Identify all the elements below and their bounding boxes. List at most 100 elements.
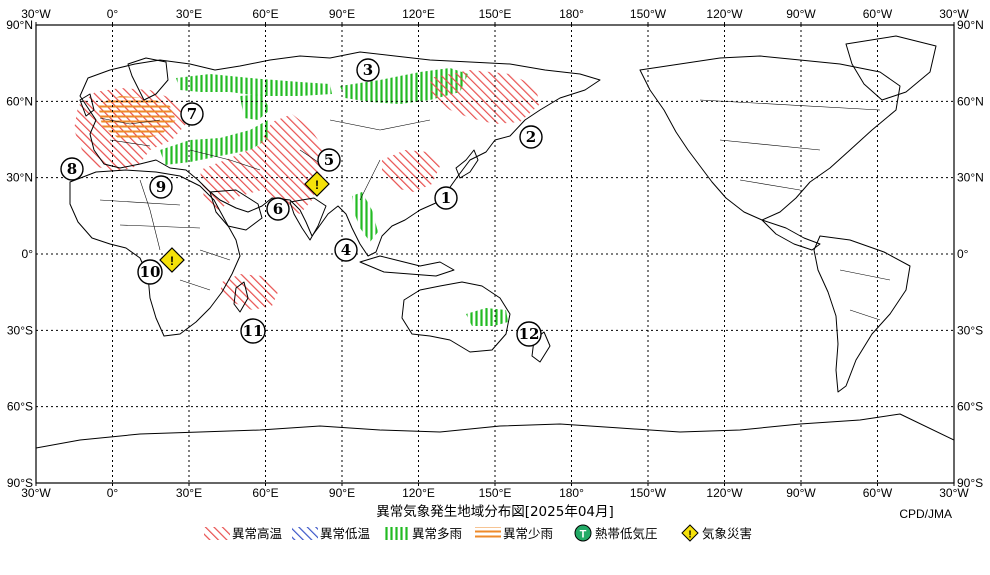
credit-label: CPD/JMA bbox=[899, 507, 952, 521]
svg-text:1: 1 bbox=[441, 189, 451, 207]
lat-tick-label: 60°S bbox=[957, 400, 983, 414]
event-marker: 3 bbox=[356, 58, 380, 82]
lon-tick-label: 120°E bbox=[402, 486, 435, 500]
lat-tick-label: 60°S bbox=[7, 400, 33, 414]
svg-text:10: 10 bbox=[140, 263, 161, 281]
svg-text:異常低温: 異常低温 bbox=[320, 526, 371, 541]
coastline-south-america bbox=[813, 235, 911, 393]
svg-text:気象災害: 気象災害 bbox=[702, 526, 752, 541]
legend-item-dry: 異常少雨 bbox=[475, 526, 553, 541]
disaster-warning-icon: ! bbox=[159, 247, 185, 273]
dry-area-europe bbox=[98, 96, 176, 140]
lon-tick-label: 120°W bbox=[706, 486, 743, 500]
lat-tick-label: 0° bbox=[957, 247, 969, 261]
lat-tick-label: 30°S bbox=[7, 323, 33, 337]
event-marker: 5 bbox=[317, 148, 341, 172]
lat-tick-label: 30°N bbox=[6, 171, 33, 185]
svg-text:7: 7 bbox=[187, 105, 197, 123]
lon-tick-label: 60°E bbox=[252, 7, 278, 21]
svg-text:6: 6 bbox=[273, 200, 283, 218]
lat-tick-label: 90°N bbox=[6, 18, 33, 32]
warm-area-china bbox=[382, 150, 440, 192]
lon-tick-label: 60°W bbox=[863, 7, 893, 21]
legend-item-warm: 異常高温 bbox=[204, 526, 283, 541]
svg-text:異常少雨: 異常少雨 bbox=[503, 526, 553, 541]
wet-area-indochina bbox=[352, 192, 378, 242]
lon-tick-label: 150°E bbox=[479, 7, 512, 21]
warm-area-east-siberia bbox=[430, 70, 540, 124]
coastline-arabia bbox=[209, 189, 263, 231]
event-marker: 2 bbox=[519, 125, 543, 149]
event-marker: 12 bbox=[516, 321, 542, 347]
coastline-north-america bbox=[639, 55, 901, 221]
event-markers: 1 2 3 4 5 6 7 8 9 10 11 12 bbox=[60, 58, 543, 347]
lon-tick-label: 30°W bbox=[939, 7, 969, 21]
map-title: 異常気象発生地域分布図[2025年04月] bbox=[376, 504, 614, 520]
coastline-japan bbox=[455, 149, 479, 179]
warm-area-middle-east bbox=[200, 114, 325, 214]
lat-tick-label: 30°N bbox=[957, 171, 984, 185]
svg-text:9: 9 bbox=[156, 178, 166, 196]
event-marker: 7 bbox=[180, 102, 204, 126]
wet-area-ural bbox=[240, 94, 270, 120]
lon-tick-label: 90°W bbox=[786, 486, 816, 500]
anomaly-areas bbox=[74, 68, 540, 326]
lat-tick-label: 90°N bbox=[957, 18, 984, 32]
lat-tick-label: 60°N bbox=[6, 94, 33, 108]
lon-tick-label: 60°E bbox=[252, 486, 278, 500]
lat-labels-right: 90°N 60°N 30°N 0° 30°S 60°S 90°S bbox=[957, 18, 984, 490]
coastlines bbox=[36, 35, 954, 449]
disaster-warning-icon: ! bbox=[304, 171, 330, 197]
graticule bbox=[36, 25, 954, 483]
coastline-madagascar bbox=[233, 281, 249, 313]
svg-text:8: 8 bbox=[67, 160, 77, 178]
event-marker: 8 bbox=[60, 157, 84, 181]
lon-tick-label: 90°E bbox=[329, 7, 355, 21]
event-marker: 4 bbox=[334, 238, 358, 262]
svg-text:T: T bbox=[580, 529, 587, 541]
legend-item-wet: 異常多雨 bbox=[384, 526, 462, 541]
lon-tick-label: 30°E bbox=[176, 486, 202, 500]
disaster-icons: ! ! bbox=[159, 171, 330, 273]
lon-tick-label: 120°E bbox=[402, 7, 435, 21]
coastline-indonesia bbox=[359, 255, 455, 277]
tropical-cyclone-icon bbox=[574, 524, 592, 542]
lon-tick-label: 30°W bbox=[939, 486, 969, 500]
lon-tick-label: 180° bbox=[559, 7, 584, 21]
coastline-australia bbox=[401, 281, 511, 353]
lon-tick-label: 150°W bbox=[630, 7, 667, 21]
lon-tick-label: 90°W bbox=[786, 7, 816, 21]
svg-text:熱帯低気圧: 熱帯低気圧 bbox=[595, 526, 658, 541]
coastline-scandinavia bbox=[127, 57, 169, 101]
lon-tick-label: 150°E bbox=[479, 486, 512, 500]
event-marker: 11 bbox=[240, 318, 266, 344]
coastline-uk bbox=[79, 93, 95, 117]
lon-tick-label: 30°W bbox=[21, 7, 51, 21]
disaster-legend-icon bbox=[681, 524, 699, 542]
svg-text:11: 11 bbox=[243, 322, 264, 340]
lon-tick-label: 120°W bbox=[706, 7, 743, 21]
event-marker: 10 bbox=[137, 259, 163, 285]
coastline-central-america bbox=[761, 219, 821, 251]
lon-tick-label: 60°W bbox=[863, 486, 893, 500]
lat-tick-label: 30°S bbox=[957, 323, 983, 337]
lat-tick-label: 60°N bbox=[957, 94, 984, 108]
lat-tick-label: 90°S bbox=[7, 476, 33, 490]
svg-text:4: 4 bbox=[341, 241, 351, 259]
legend-item-disaster: ! 気象災害 bbox=[681, 524, 752, 542]
lon-labels-bottom: 30°W 0° 30°E 60°E 90°E 120°E 150°E 180° 150°W 120… bbox=[21, 483, 969, 500]
wet-area-russia bbox=[176, 74, 332, 96]
coastline-africa bbox=[69, 169, 241, 337]
wet-area-australia bbox=[466, 308, 508, 326]
svg-text:5: 5 bbox=[324, 151, 334, 169]
lon-tick-label: 90°E bbox=[329, 486, 355, 500]
lon-tick-label: 30°E bbox=[176, 7, 202, 21]
lon-tick-label: 180° bbox=[559, 486, 584, 500]
svg-text:3: 3 bbox=[363, 61, 373, 79]
svg-text:!: ! bbox=[315, 178, 319, 192]
country-borders bbox=[99, 99, 891, 321]
wet-area-central-asia bbox=[160, 120, 270, 165]
legend-item-cold: 異常低温 bbox=[292, 526, 371, 541]
coastline-antarctica bbox=[36, 413, 954, 449]
